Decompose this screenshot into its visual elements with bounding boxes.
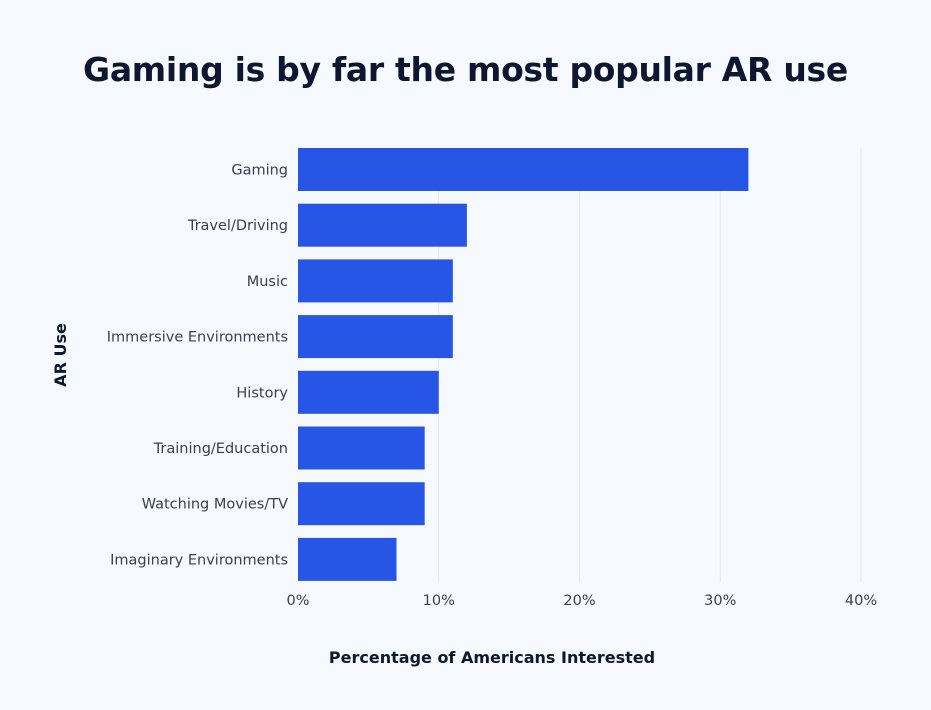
- bar: [298, 482, 425, 526]
- category-label: Watching Movies/TV: [142, 497, 288, 513]
- category-label: Music: [247, 274, 288, 290]
- category-label: Immersive Environments: [107, 330, 288, 346]
- gridlines: [438, 148, 862, 582]
- bar: [298, 426, 425, 470]
- category-label: Travel/Driving: [187, 218, 288, 234]
- bar: [298, 315, 453, 359]
- x-axis-title: Percentage of Americans Interested: [329, 648, 655, 667]
- category-label: History: [236, 385, 288, 401]
- x-tick-label: 10%: [423, 593, 455, 609]
- x-tick-label: 30%: [704, 593, 736, 609]
- x-tick-label: 0%: [286, 593, 309, 609]
- category-label: Training/Education: [153, 441, 288, 457]
- x-tick-labels: 0% 10% 20% 30% 40%: [286, 593, 877, 609]
- x-tick-label: 20%: [563, 593, 595, 609]
- bar: [298, 148, 749, 191]
- bar: [298, 370, 439, 414]
- y-axis-title: AR Use: [51, 323, 70, 387]
- bar: [298, 537, 397, 581]
- bar: [298, 203, 467, 247]
- bar: [298, 259, 453, 303]
- category-label: Imaginary Environments: [110, 552, 288, 568]
- chart-title: Gaming is by far the most popular AR use: [83, 50, 848, 89]
- bars: [298, 148, 749, 581]
- category-labels: Gaming Travel/Driving Music Immersive Envir…: [107, 163, 289, 569]
- category-label: Gaming: [231, 163, 288, 179]
- x-tick-label: 40%: [845, 593, 877, 609]
